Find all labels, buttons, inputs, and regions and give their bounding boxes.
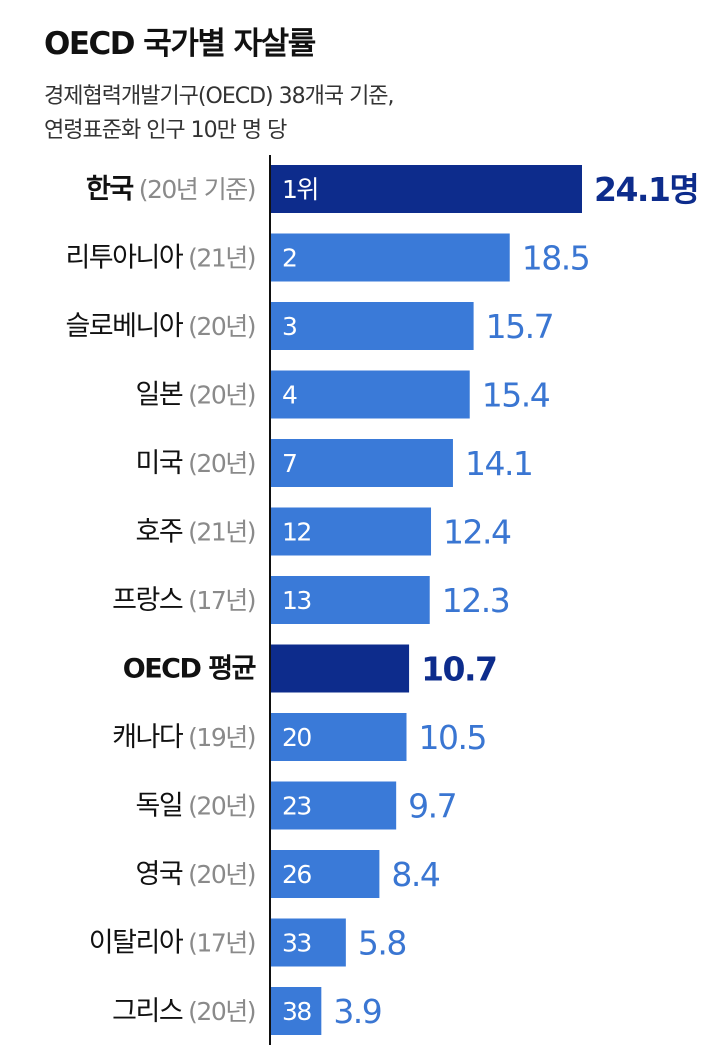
country-name: 한국 bbox=[86, 174, 133, 205]
category-label-10: 영국 (20년) bbox=[135, 859, 255, 890]
country-name: 프랑스 bbox=[112, 585, 183, 616]
category-label-4: 미국 (20년) bbox=[135, 448, 255, 479]
value-label-5: 12.4 bbox=[443, 513, 511, 552]
value-label-7: 10.7 bbox=[421, 650, 496, 689]
bar-6 bbox=[271, 576, 430, 624]
category-label-1: 리투아니아 (21년) bbox=[65, 243, 255, 274]
category-label-11: 이탈리아 (17년) bbox=[89, 928, 255, 959]
category-label-5: 호주 (21년) bbox=[135, 517, 255, 548]
bar-5 bbox=[271, 507, 432, 556]
year-note: (20년) bbox=[188, 381, 255, 410]
year-note: (20년) bbox=[188, 997, 255, 1026]
bar-7 bbox=[271, 644, 410, 693]
value-label-9: 9.7 bbox=[408, 787, 456, 826]
value-label-8: 10.5 bbox=[418, 718, 485, 757]
year-note: (20년) bbox=[188, 792, 255, 821]
value-label-1: 18.5 bbox=[522, 239, 589, 278]
value-label-6: 12.3 bbox=[442, 581, 509, 620]
rank-label-8: 20 bbox=[282, 723, 311, 752]
bar-12 bbox=[271, 987, 322, 1035]
year-note: (20년 기준) bbox=[139, 175, 255, 204]
value-label-0: 24.1명 bbox=[594, 170, 698, 209]
bar-11 bbox=[271, 918, 346, 967]
rank-label-1: 2 bbox=[282, 244, 296, 273]
country-name: 일본 bbox=[135, 380, 182, 411]
chart-subtitle-line1: 경제협력개발기구(OECD) 38개국 기준, bbox=[44, 84, 395, 109]
category-label-12: 그리스 (20년) bbox=[112, 996, 255, 1027]
country-name: 캐나다 bbox=[112, 722, 184, 753]
rank-label-2: 3 bbox=[282, 312, 296, 341]
country-name: 미국 bbox=[135, 448, 182, 479]
category-label-8: 캐나다 (19년) bbox=[112, 722, 255, 753]
year-note: (17년) bbox=[188, 929, 255, 958]
rank-label-5: 12 bbox=[282, 518, 311, 547]
country-name: 그리스 bbox=[112, 996, 183, 1027]
value-label-12: 3.9 bbox=[333, 992, 381, 1031]
bar-4 bbox=[271, 439, 453, 487]
category-label-0: 한국 (20년 기준) bbox=[86, 174, 255, 205]
value-label-3: 15.4 bbox=[482, 376, 550, 415]
value-label-11: 5.8 bbox=[358, 924, 406, 963]
value-label-4: 14.1 bbox=[465, 444, 532, 483]
country-name: 영국 bbox=[135, 859, 182, 890]
year-note: (17년) bbox=[188, 586, 255, 615]
rank-label-10: 26 bbox=[282, 860, 311, 889]
value-label-10: 8.4 bbox=[391, 855, 439, 894]
category-label-6: 프랑스 (17년) bbox=[112, 585, 255, 616]
country-name: 슬로베니아 bbox=[65, 311, 183, 342]
country-name: 호주 bbox=[135, 517, 182, 548]
category-label-2: 슬로베니아 (20년) bbox=[65, 311, 255, 342]
category-label-3: 일본 (20년) bbox=[135, 380, 255, 411]
category-label-7: OECD 평균 bbox=[123, 654, 256, 685]
rank-label-9: 23 bbox=[282, 792, 311, 821]
bar-3 bbox=[271, 370, 470, 419]
year-note: (21년) bbox=[188, 244, 255, 273]
year-note: (19년) bbox=[188, 723, 255, 752]
bar-10 bbox=[271, 850, 380, 898]
category-label-9: 독일 (20년) bbox=[135, 791, 255, 822]
country-name: OECD 평균 bbox=[123, 654, 256, 685]
rank-label-6: 13 bbox=[282, 586, 311, 615]
rank-label-4: 7 bbox=[282, 449, 296, 478]
bar-8 bbox=[271, 713, 407, 761]
bar-1 bbox=[271, 233, 510, 282]
chart-subtitle-line2: 연령표준화 인구 10만 명 당 bbox=[44, 118, 287, 143]
year-note: (20년) bbox=[188, 860, 255, 889]
country-name: 리투아니아 bbox=[65, 243, 183, 274]
rank-label-11: 33 bbox=[282, 929, 311, 958]
year-note: (21년) bbox=[188, 518, 255, 547]
value-label-2: 15.7 bbox=[486, 307, 553, 346]
country-name: 독일 bbox=[135, 791, 182, 822]
country-name: 이탈리아 bbox=[89, 928, 184, 959]
year-note: (20년) bbox=[188, 449, 255, 478]
bar-9 bbox=[271, 781, 397, 830]
rank-label-12: 38 bbox=[282, 997, 311, 1026]
chart-title: OECD 국가별 자살률 bbox=[44, 26, 316, 62]
rank-label-3: 4 bbox=[282, 381, 297, 410]
rank-label-0: 1위 bbox=[282, 175, 318, 204]
year-note: (20년) bbox=[188, 312, 255, 341]
bar-2 bbox=[271, 302, 474, 350]
bar-0 bbox=[271, 165, 582, 213]
